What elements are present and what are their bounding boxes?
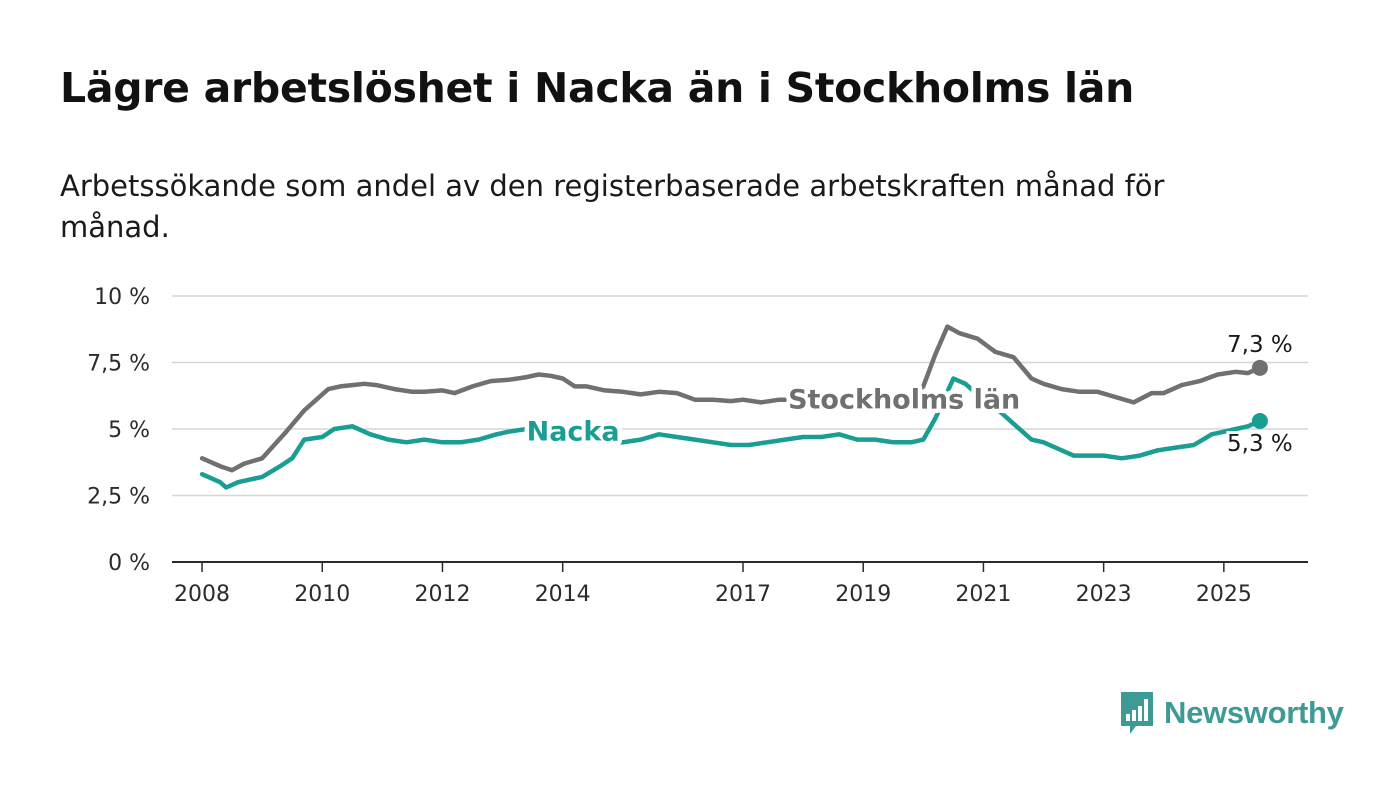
series-lines xyxy=(199,324,1268,490)
series-line-stockholms-l-n xyxy=(199,324,1263,473)
x-tick-label: 2008 xyxy=(174,582,230,607)
x-tick-label: 2019 xyxy=(835,582,891,607)
x-tick-label: 2014 xyxy=(535,582,591,607)
end-value-label-stockholms-l-n: 7,3 % xyxy=(1227,332,1293,358)
x-tick-label: 2021 xyxy=(955,582,1011,607)
x-axis-ticks: 2008 2010 2012 2014 2017 2019 2021 2023 2025 xyxy=(174,562,1252,607)
y-axis-ticks: 0 % 2,5 % 5 % 7,5 % 10 % xyxy=(87,285,150,576)
series-label-nacka: Nacka xyxy=(527,416,620,447)
series-end-point-nacka xyxy=(1251,413,1268,430)
chart-subtitle: Arbetssökande som andel av den registerb… xyxy=(60,169,1165,244)
series-line-nacka xyxy=(199,376,1263,490)
newsworthy-logo-icon xyxy=(1121,692,1153,734)
brand[interactable]: Newsworthy xyxy=(1118,690,1344,736)
y-tick-label: 0 % xyxy=(108,551,150,576)
series-label-stockholms-l-n: Stockholms län xyxy=(788,384,1020,415)
y-tick-label: 10 % xyxy=(94,285,150,310)
end-value-label-nacka: 5,3 % xyxy=(1227,431,1293,457)
x-tick-label: 2025 xyxy=(1196,582,1252,607)
y-tick-label: 2,5 % xyxy=(87,485,150,510)
chart-title: Lägre arbetslöshet i Nacka än i Stockhol… xyxy=(60,64,1135,112)
x-tick-label: 2017 xyxy=(715,582,771,607)
y-tick-label: 5 % xyxy=(108,418,150,443)
series-end-point-stockholms-l-n xyxy=(1251,359,1268,376)
x-tick-label: 2012 xyxy=(414,582,470,607)
x-tick-label: 2010 xyxy=(294,582,350,607)
series-labels: Stockholms län 7,3 % Nacka 5,3 % xyxy=(522,329,1296,460)
brand-name: Newsworthy xyxy=(1164,695,1344,730)
y-tick-label: 7,5 % xyxy=(87,352,150,377)
x-tick-label: 2023 xyxy=(1076,582,1132,607)
